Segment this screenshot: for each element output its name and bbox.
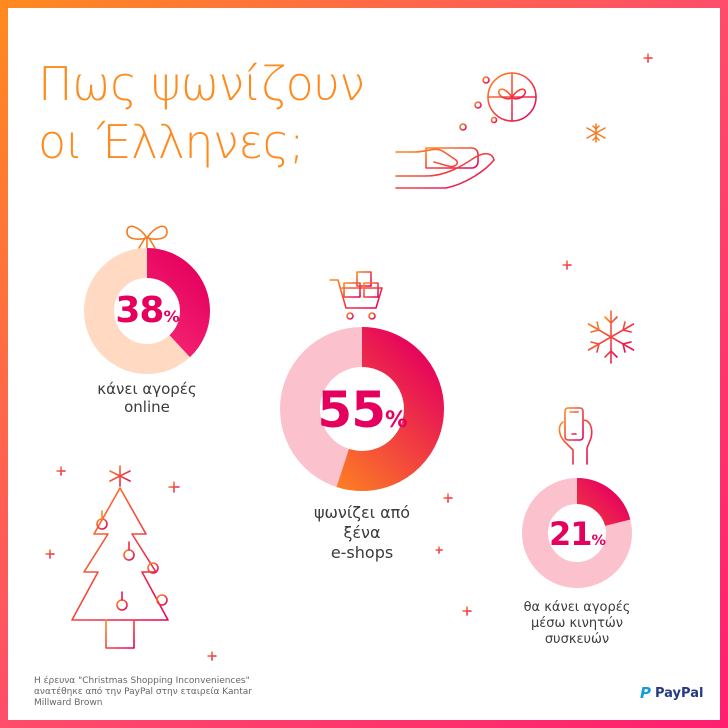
snowflake-icon (586, 123, 606, 143)
christmas-tree-icon (43, 465, 205, 651)
paypal-mark-icon: P (640, 684, 651, 702)
gift-hand-icon (395, 72, 537, 189)
ornament-bow-icon (126, 225, 168, 249)
stat-label-online: κάνει αγορές online (97, 380, 197, 416)
donut-chart-foreign (280, 327, 444, 491)
shopping-cart-icon (329, 271, 383, 333)
sparkle-plus-icon (45, 53, 653, 661)
stat-label-mobile: θα κάνει αγορές μέσω κινητών συσκευών (523, 600, 631, 647)
donut-chart-online (84, 248, 210, 374)
page-title: Πως ψωνίζουν οι Έλληνες; (38, 55, 365, 171)
mobile-hand-icon (558, 407, 593, 481)
stat-value-online: 38% (115, 290, 179, 331)
donut-chart-mobile (522, 478, 632, 588)
donut-arc-mobile (522, 478, 632, 588)
paypal-wordmark: PayPal (655, 685, 704, 701)
stat-value-foreign: 55% (317, 381, 407, 439)
source-note: Η έρευνα "Christmas Shopping Inconvenien… (34, 676, 253, 708)
title-line-2: οι Έλληνες; (38, 115, 305, 169)
snowflake-icon (587, 310, 635, 364)
title-line-1: Πως ψωνίζουν (38, 57, 365, 111)
stat-label-foreign: ψωνίζει από ξένα e-shops (313, 503, 411, 562)
paypal-logo: P PayPal (640, 684, 703, 702)
donut-arc-foreign (280, 327, 444, 491)
donut-arc-online (84, 248, 210, 374)
stat-value-mobile: 21% (549, 515, 606, 553)
